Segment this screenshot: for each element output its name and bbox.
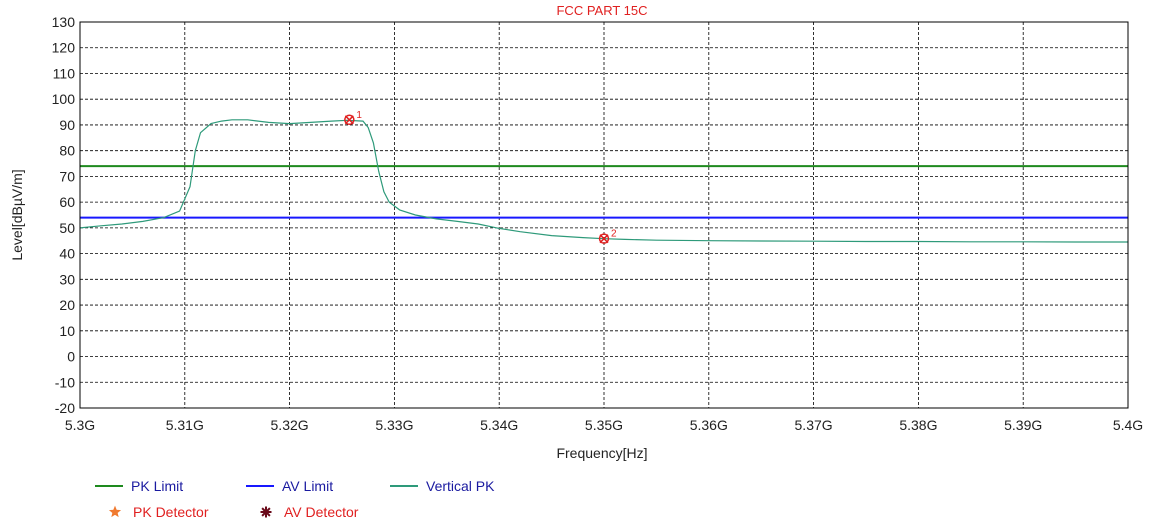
y-tick-label: 40 <box>59 246 75 262</box>
marker-label: 1 <box>356 110 362 121</box>
y-tick-label: 30 <box>59 271 75 287</box>
burst-icon <box>263 509 269 515</box>
x-tick-label: 5.39G <box>1004 417 1042 433</box>
markers-layer: 12 <box>344 110 617 244</box>
y-tick-label: 20 <box>59 297 75 313</box>
marker-cross <box>344 115 354 125</box>
legend-label: PK Limit <box>131 478 183 494</box>
x-tick-label: 5.37G <box>795 417 833 433</box>
chart-title: FCC PART 15C <box>556 3 647 18</box>
marker-2: 2 <box>598 229 617 244</box>
marker-cross <box>599 234 609 244</box>
legend-item-av-detector: AV Detector <box>260 504 359 520</box>
legend-item-av-limit: AV Limit <box>246 478 333 494</box>
star-icon <box>108 505 122 518</box>
x-tick-label: 5.34G <box>480 417 518 433</box>
legend: PK Limit AV Limit Vertical PK PK Detector AV… <box>95 478 495 520</box>
x-tick-labels: 5.3G 5.31G 5.32G 5.33G 5.34G 5.35G 5.36G 5.37G 5… <box>65 417 1143 433</box>
y-tick-label: 100 <box>52 91 76 107</box>
x-tick-label: 5.36G <box>690 417 728 433</box>
y-tick-label: -20 <box>55 400 75 416</box>
series-vertical-pk <box>79 119 1128 243</box>
y-tick-label: 90 <box>59 117 75 133</box>
legend-label: PK Detector <box>133 504 209 520</box>
x-tick-label: 5.4G <box>1113 417 1143 433</box>
grid <box>80 22 1128 408</box>
y-tick-label: -10 <box>55 374 75 390</box>
y-tick-label: 0 <box>67 349 75 365</box>
x-tick-label: 5.38G <box>899 417 937 433</box>
y-tick-label: 10 <box>59 323 75 339</box>
legend-item-pk-limit: PK Limit <box>95 478 183 494</box>
plot-frame <box>79 21 1129 409</box>
x-tick-label: 5.35G <box>585 417 623 433</box>
legend-label: AV Limit <box>282 478 333 494</box>
y-tick-label: 60 <box>59 194 75 210</box>
y-tick-label: 120 <box>52 40 76 56</box>
y-tick-label: 70 <box>59 168 75 184</box>
marker-1: 1 <box>344 110 362 126</box>
x-tick-label: 5.33G <box>375 417 413 433</box>
marker-circle <box>598 233 610 244</box>
x-tick-label: 5.32G <box>271 417 309 433</box>
y-axis-label: Level[dBµV/m] <box>9 169 25 260</box>
x-tick-label: 5.31G <box>166 417 204 433</box>
y-tick-label: 50 <box>59 220 75 236</box>
y-tick-label: 80 <box>59 143 75 159</box>
legend-item-vertical-pk: Vertical PK <box>390 478 495 494</box>
x-axis-label: Frequency[Hz] <box>556 445 647 461</box>
marker-label: 2 <box>611 229 617 240</box>
legend-label: AV Detector <box>284 504 359 520</box>
y-tick-label: 130 <box>52 14 76 30</box>
marker-circle <box>344 114 355 126</box>
y-tick-label: 110 <box>53 65 76 81</box>
y-tick-labels: -20 -10 0 10 20 30 40 50 60 70 80 90 100 110 120 130 <box>52 14 76 416</box>
legend-label: Vertical PK <box>426 478 495 494</box>
legend-item-pk-detector: PK Detector <box>108 504 209 520</box>
x-tick-label: 5.3G <box>65 417 95 433</box>
series-layer <box>79 119 1128 243</box>
